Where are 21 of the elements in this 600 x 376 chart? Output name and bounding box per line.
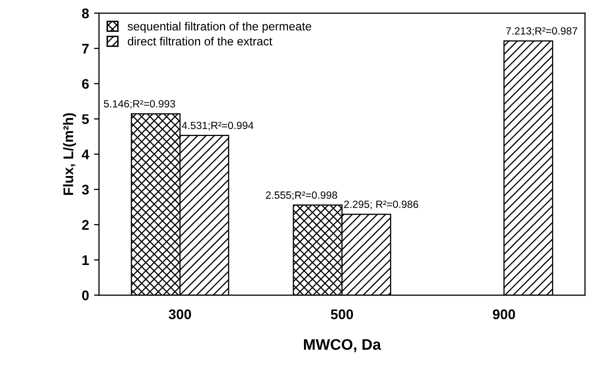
data-label: 4.531;R²=0.994 <box>182 122 254 130</box>
x-axis-title: MWCO, Da <box>304 339 382 352</box>
x-tick-label: 900 <box>492 309 516 320</box>
x-tick-label: 500 <box>330 309 354 320</box>
y-tick-label: 1 <box>82 255 89 265</box>
y-tick-label: 3 <box>82 184 89 195</box>
y-tick-label: 2 <box>82 220 89 230</box>
y-tick-label: 4 <box>82 150 90 160</box>
y-axis-title: Flux, L/(m²h) <box>63 113 76 195</box>
data-label: 2.555;R²=0.998 <box>266 191 338 200</box>
data-label: 7.213;R²=0.987 <box>506 27 578 36</box>
y-tick-label: 6 <box>82 78 89 89</box>
y-tick-label: 8 <box>82 8 89 18</box>
x-tick-label: 300 <box>168 309 192 320</box>
legend-label: direct filtration of the extract <box>128 36 272 46</box>
legend-label: sequential filtration of the permeate <box>128 22 312 33</box>
data-label: 2.295; R²=0.986 <box>344 200 418 210</box>
y-tick-label: 5 <box>82 114 89 124</box>
data-label: 5.146;R²=0.993 <box>104 100 176 109</box>
y-tick-label: 7 <box>82 44 89 54</box>
y-tick-label: 0 <box>82 290 89 300</box>
